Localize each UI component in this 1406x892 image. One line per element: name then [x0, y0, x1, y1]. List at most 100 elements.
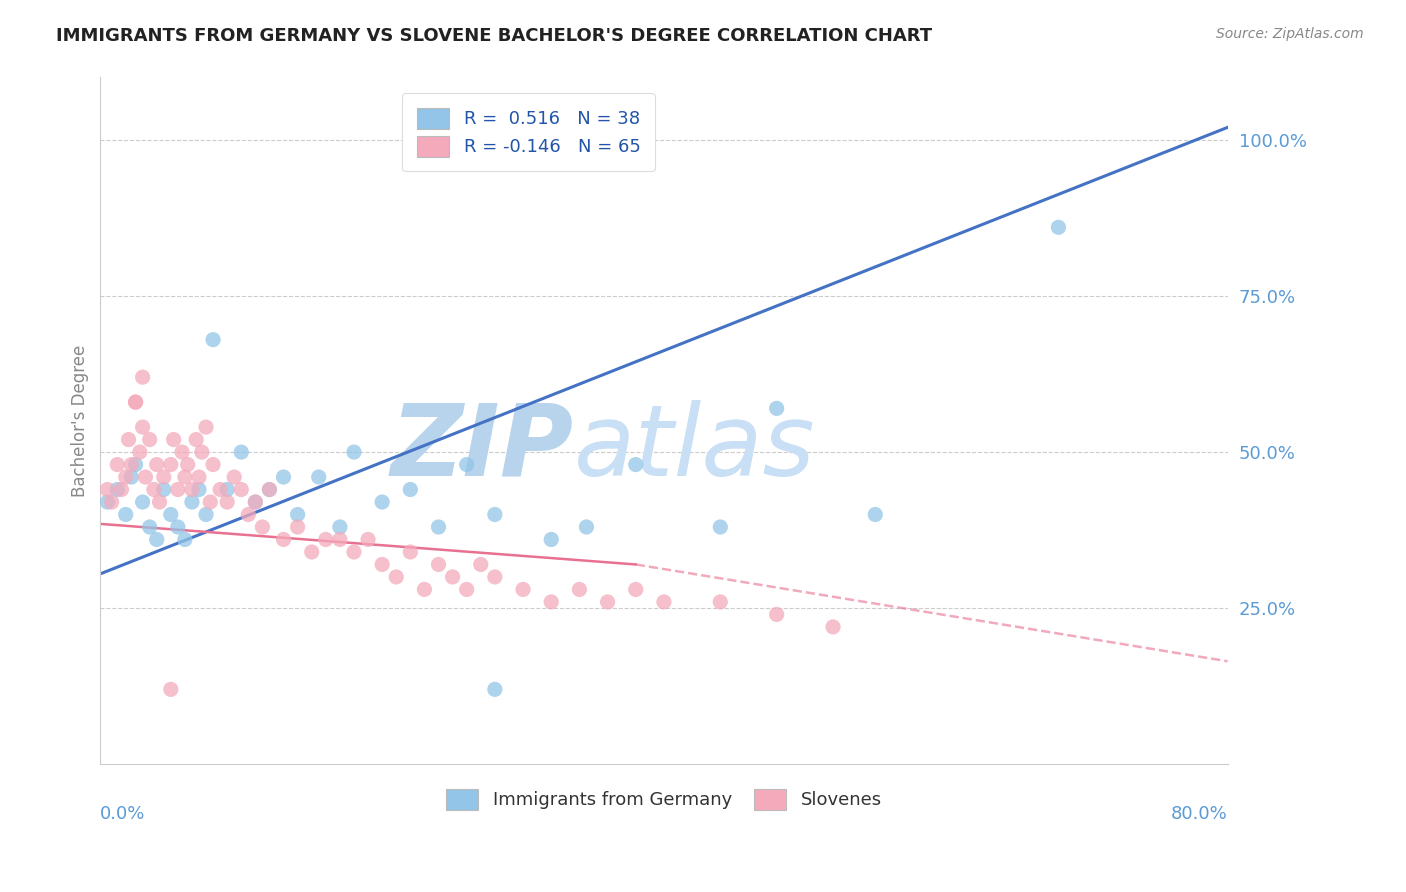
Text: Source: ZipAtlas.com: Source: ZipAtlas.com — [1216, 27, 1364, 41]
Point — [287, 508, 309, 522]
Point — [231, 483, 253, 497]
Point — [170, 445, 193, 459]
Point — [105, 483, 128, 497]
Point — [217, 483, 239, 497]
Point — [174, 533, 197, 547]
Point — [273, 533, 295, 547]
Point — [100, 495, 122, 509]
Point — [209, 483, 232, 497]
Point — [117, 433, 139, 447]
Text: atlas: atlas — [574, 400, 815, 497]
Point — [114, 508, 136, 522]
Point — [188, 483, 211, 497]
Point — [765, 401, 787, 416]
Point — [245, 495, 267, 509]
Point — [652, 595, 675, 609]
Point — [252, 520, 274, 534]
Point — [259, 483, 281, 497]
Point — [142, 483, 165, 497]
Point — [329, 520, 352, 534]
Point — [128, 445, 150, 459]
Point — [371, 558, 394, 572]
Point — [131, 420, 153, 434]
Point — [181, 483, 204, 497]
Point — [343, 545, 366, 559]
Point — [596, 595, 619, 609]
Point — [624, 458, 647, 472]
Point — [484, 570, 506, 584]
Point — [413, 582, 436, 597]
Point — [1047, 220, 1070, 235]
Point — [624, 582, 647, 597]
Point — [329, 533, 352, 547]
Point — [709, 595, 731, 609]
Point — [145, 458, 167, 472]
Point — [441, 570, 464, 584]
Point — [177, 458, 200, 472]
Point — [131, 495, 153, 509]
Point — [120, 470, 142, 484]
Point — [343, 445, 366, 459]
Point — [159, 458, 181, 472]
Point — [399, 545, 422, 559]
Point — [575, 520, 598, 534]
Point — [709, 520, 731, 534]
Point — [568, 582, 591, 597]
Point — [181, 495, 204, 509]
Point — [308, 470, 330, 484]
Legend: Immigrants from Germany, Slovenes: Immigrants from Germany, Slovenes — [439, 781, 889, 817]
Point — [138, 520, 160, 534]
Point — [166, 483, 188, 497]
Point — [166, 520, 188, 534]
Point — [148, 495, 170, 509]
Point — [385, 570, 408, 584]
Text: 80.0%: 80.0% — [1171, 805, 1227, 823]
Point — [315, 533, 337, 547]
Point — [96, 483, 118, 497]
Point — [195, 508, 218, 522]
Point — [540, 533, 562, 547]
Point — [231, 445, 253, 459]
Point — [124, 395, 146, 409]
Point — [224, 470, 246, 484]
Point — [765, 607, 787, 622]
Point — [484, 508, 506, 522]
Point — [287, 520, 309, 534]
Point — [120, 458, 142, 472]
Y-axis label: Bachelor's Degree: Bachelor's Degree — [72, 344, 89, 497]
Point — [540, 595, 562, 609]
Point — [865, 508, 887, 522]
Point — [138, 433, 160, 447]
Point — [512, 582, 534, 597]
Point — [470, 558, 492, 572]
Point — [191, 445, 214, 459]
Point — [195, 420, 218, 434]
Text: 0.0%: 0.0% — [100, 805, 146, 823]
Point — [159, 682, 181, 697]
Point — [96, 495, 118, 509]
Point — [357, 533, 380, 547]
Point — [145, 533, 167, 547]
Point — [217, 495, 239, 509]
Point — [152, 470, 174, 484]
Point — [124, 458, 146, 472]
Point — [186, 433, 208, 447]
Point — [259, 483, 281, 497]
Point — [202, 458, 225, 472]
Point — [124, 395, 146, 409]
Point — [152, 483, 174, 497]
Point — [114, 470, 136, 484]
Point — [427, 520, 450, 534]
Point — [202, 333, 225, 347]
Point — [200, 495, 222, 509]
Point — [162, 433, 184, 447]
Point — [174, 470, 197, 484]
Point — [456, 582, 478, 597]
Point — [821, 620, 844, 634]
Point — [188, 470, 211, 484]
Text: ZIP: ZIP — [391, 400, 574, 497]
Point — [159, 508, 181, 522]
Point — [131, 370, 153, 384]
Point — [134, 470, 156, 484]
Point — [399, 483, 422, 497]
